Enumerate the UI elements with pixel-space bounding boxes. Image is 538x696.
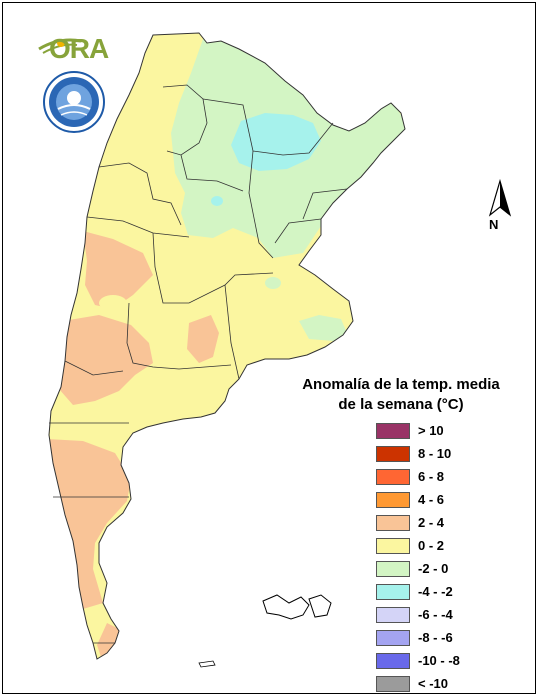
legend-label: > 10 [418,423,444,438]
anomaly-zone-neg4-neg2 [231,113,321,171]
north-arrow-icon [488,178,512,217]
legend-swatch [376,561,410,577]
legend-item: 6 - 8 [376,467,516,490]
isla-de-los-estados [198,660,216,668]
anomaly-spot-neg2-0-b [265,277,281,289]
legend-label: -4 - -2 [418,584,453,599]
legend-swatch [376,446,410,462]
legend-item: 8 - 10 [376,444,516,467]
smn-seal-icon [43,71,105,133]
legend-swatch [376,515,410,531]
legend-swatch [376,676,410,692]
legend-swatch [376,423,410,439]
legend-title: Anomalía de la temp. media de la semana … [283,375,519,415]
province-borders [48,32,406,660]
legend-label: < -10 [418,676,448,691]
legend-label: -2 - 0 [418,561,449,576]
anomaly-zone-2-4-cuyo [83,231,153,309]
legend-label: -8 - -6 [418,630,453,645]
north-label: N [489,217,499,232]
legend-item: 4 - 6 [376,490,516,513]
legend-label: -6 - -4 [418,607,453,622]
ora-logo-icon [38,38,82,54]
legend: > 10 8 - 10 6 - 8 4 - 6 2 - 4 0 - 2 -2 - 0 -4 -… [376,421,516,693]
legend-label: 6 - 8 [418,469,445,484]
legend-swatch [376,607,410,623]
legend-item: -2 - 0 [376,559,516,582]
legend-item: 2 - 4 [376,513,516,536]
anomaly-spot-neg2-0-a [211,196,223,206]
anomaly-zone-0-2-pocket [99,295,127,311]
legend-item: -6 - -4 [376,605,516,628]
legend-item: -8 - -6 [376,628,516,651]
legend-item: > 10 [376,421,516,444]
legend-title-line-2: de la semana (°C) [338,396,464,413]
legend-item: 0 - 2 [376,536,516,559]
legend-item: -10 - -8 [376,651,516,674]
legend-swatch [376,538,410,554]
legend-label: 4 - 6 [418,492,445,507]
legend-label: -10 - -8 [418,653,460,668]
legend-swatch [376,653,410,669]
anomaly-zone-2-4-central [187,315,219,363]
legend-item: < -10 [376,674,516,693]
legend-swatch [376,492,410,508]
argentina-anomaly-map [48,32,406,668]
legend-swatch [376,584,410,600]
legend-swatch [376,630,410,646]
anomaly-zone-neg2-0-east [299,315,347,341]
legend-swatch [376,469,410,485]
legend-label: 8 - 10 [418,446,452,461]
ora-logo-text: ORA [49,33,109,64]
legend-label: 0 - 2 [418,538,445,553]
anomaly-zone-2-4-patagonia-south [49,439,131,609]
anomaly-zone-2-4-patagonia-north [59,315,153,405]
legend-label: 2 - 4 [418,515,445,530]
legend-title-line-1: Anomalía de la temp. media [302,376,500,393]
malvinas-islands [262,594,332,620]
legend-item: -4 - -2 [376,582,516,605]
